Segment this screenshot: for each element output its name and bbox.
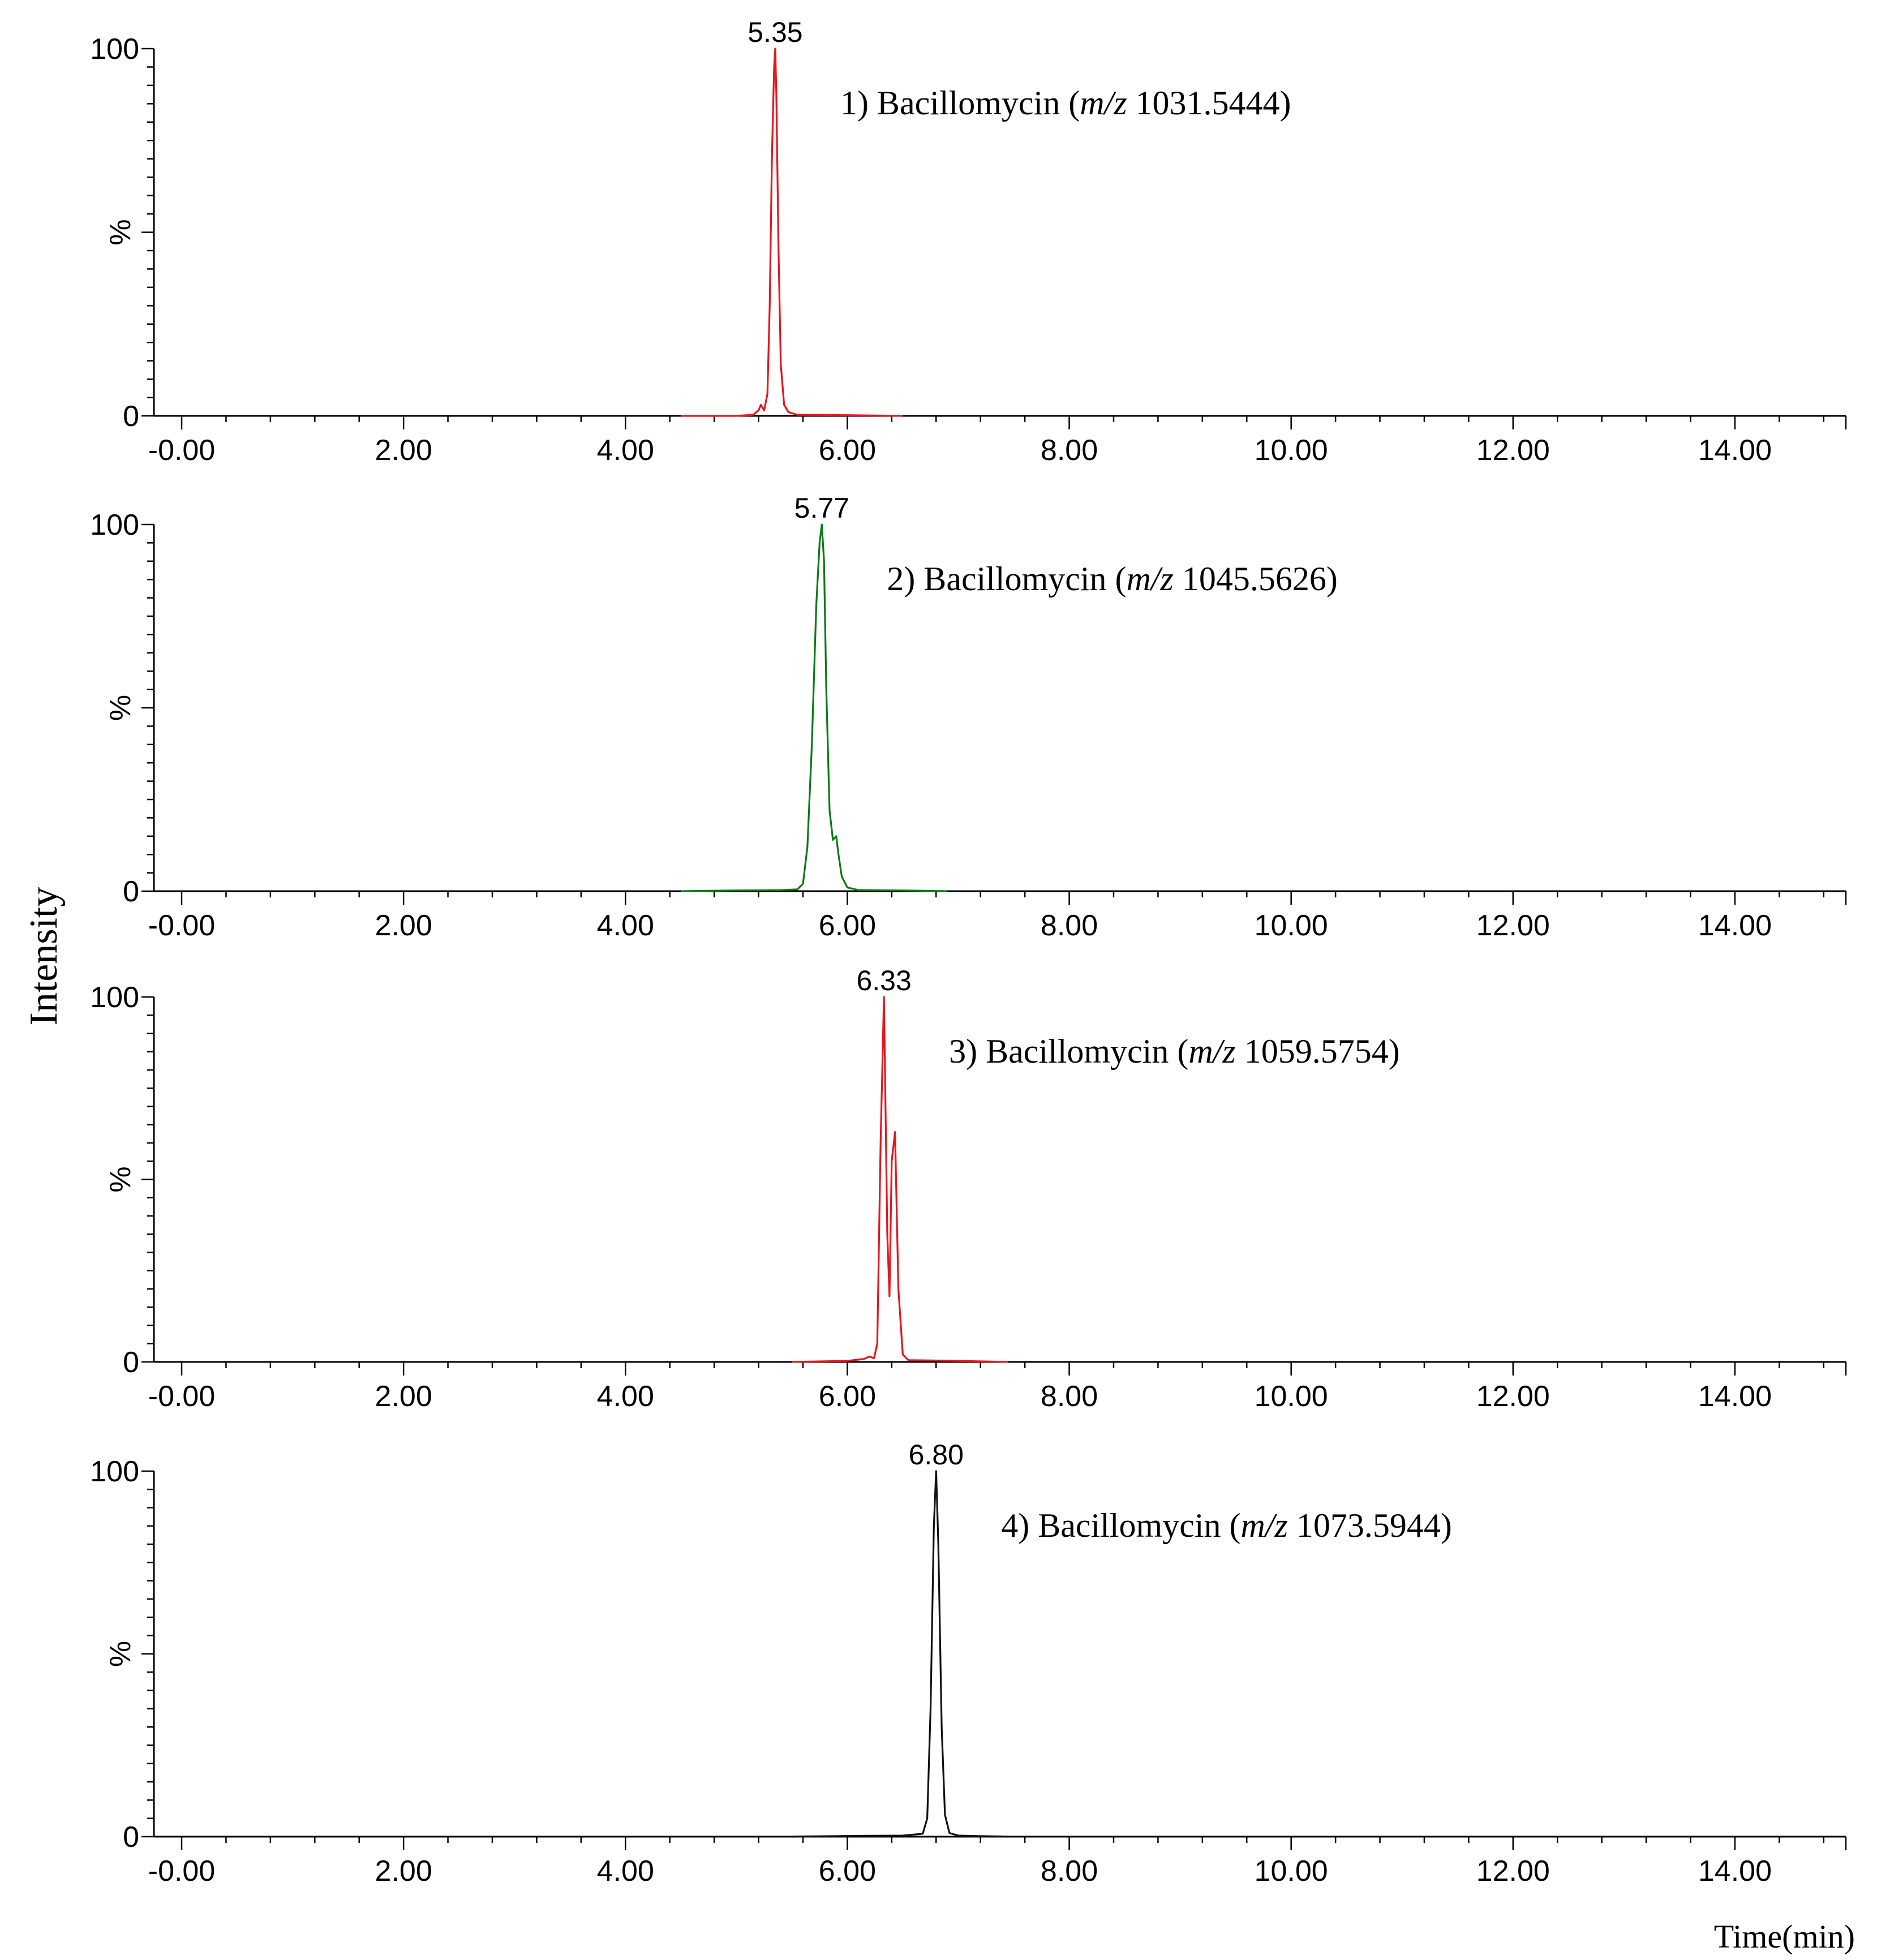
x-tick-label: 6.00 bbox=[819, 1380, 876, 1413]
chromatogram-trace bbox=[681, 523, 947, 892]
x-tick-label: 6.00 bbox=[819, 909, 876, 942]
x-tick-label: 6.00 bbox=[819, 1855, 876, 1888]
mz-symbol: m/z bbox=[1188, 1033, 1235, 1070]
x-tick-label: 10.00 bbox=[1255, 1380, 1328, 1413]
peak-label: 6.33 bbox=[856, 965, 911, 996]
mz-symbol: m/z bbox=[1127, 560, 1174, 598]
compound-name: 1) Bacillomycin ( bbox=[840, 84, 1080, 122]
chart-panel-1: 0% 100 -0.00 2.00 4.00 6.00 8.00 10.00 12.00 14.0… bbox=[90, 16, 1847, 467]
chart-panel-3: 0% 100 -0.00 2.00 4.00 6.00 8.00 10.00 12.00 14.0… bbox=[90, 965, 1847, 1413]
compound-name: 3) Bacillomycin ( bbox=[949, 1033, 1188, 1070]
x-tick-label: 12.00 bbox=[1476, 909, 1550, 942]
peak-label: 5.35 bbox=[748, 16, 802, 48]
y-tick-label: 100 bbox=[90, 33, 139, 66]
y-tick-label: 100 bbox=[90, 1455, 139, 1488]
x-tick-label: 14.00 bbox=[1698, 1380, 1772, 1413]
x-tick-label: 8.00 bbox=[1041, 1855, 1098, 1888]
x-tick-label: 10.00 bbox=[1255, 1855, 1328, 1888]
y-tick-label: 0 bbox=[123, 875, 139, 908]
x-tick-label: 10.00 bbox=[1255, 434, 1328, 467]
x-tick-label: -0.00 bbox=[148, 1855, 216, 1888]
mz-value: 1073.5944) bbox=[1288, 1507, 1452, 1544]
mz-value: 1045.5626) bbox=[1174, 560, 1338, 598]
compound-label: 4) Bacillomycin (m/z 1073.5944) bbox=[1001, 1507, 1452, 1544]
y-tick-label: % bbox=[104, 1166, 137, 1192]
chromatogram-panels: 0% 100 -0.00 2.00 4.00 6.00 8.00 10.00 12.00 14.0… bbox=[90, 16, 1847, 1888]
y-tick-label: 100 bbox=[90, 981, 139, 1014]
y-tick-label: % bbox=[104, 1641, 137, 1667]
y-tick-label: 0 bbox=[123, 400, 139, 433]
chromatogram-trace bbox=[681, 48, 903, 417]
x-tick-label: 8.00 bbox=[1041, 1380, 1098, 1413]
x-tick-label: 8.00 bbox=[1041, 434, 1098, 467]
y-tick-label: 0 bbox=[123, 1346, 139, 1379]
x-tick-label: 14.00 bbox=[1698, 1855, 1772, 1888]
chart-panel-4: 0% 100 -0.00 2.00 4.00 6.00 8.00 10.00 12.00 14.0… bbox=[90, 1439, 1847, 1888]
x-tick-label: 4.00 bbox=[597, 1380, 654, 1413]
mz-symbol: m/z bbox=[1080, 84, 1127, 122]
compound-label: 2) Bacillomycin (m/z 1045.5626) bbox=[887, 560, 1338, 598]
x-tick-label: 14.00 bbox=[1698, 434, 1772, 467]
x-tick-label: 12.00 bbox=[1476, 1855, 1550, 1888]
y-tick-label: % bbox=[104, 219, 137, 245]
mz-value: 1031.5444) bbox=[1127, 84, 1291, 122]
y-tick-label: % bbox=[104, 695, 137, 721]
compound-label: 3) Bacillomycin (m/z 1059.5754) bbox=[949, 1033, 1400, 1070]
x-tick-label: 2.00 bbox=[375, 1855, 432, 1888]
x-tick-label: -0.00 bbox=[148, 909, 216, 942]
x-tick-label: -0.00 bbox=[148, 1380, 216, 1413]
x-tick-label: -0.00 bbox=[148, 434, 216, 467]
y-tick-label: 0 bbox=[123, 1821, 139, 1854]
x-tick-label: 12.00 bbox=[1476, 1380, 1550, 1413]
y-axis-title: Intensity bbox=[22, 887, 66, 1026]
x-tick-label: 12.00 bbox=[1476, 434, 1550, 467]
chromatogram-trace bbox=[792, 996, 1008, 1363]
compound-label: 1) Bacillomycin (m/z 1031.5444) bbox=[840, 84, 1291, 122]
x-tick-label: 2.00 bbox=[375, 1380, 432, 1413]
x-axis-unit-label: Time(min) bbox=[1714, 1918, 1855, 1955]
x-tick-label: 14.00 bbox=[1698, 909, 1772, 942]
chart-panel-2: 0% 100 -0.00 2.00 4.00 6.00 8.00 10.00 12.00 14.0… bbox=[90, 492, 1847, 942]
x-tick-label: 4.00 bbox=[597, 909, 654, 942]
chromatogram-trace bbox=[792, 1470, 1008, 1838]
x-tick-label: 4.00 bbox=[597, 434, 654, 467]
mz-symbol: m/z bbox=[1240, 1507, 1287, 1544]
compound-name: 2) Bacillomycin ( bbox=[887, 560, 1126, 598]
x-tick-label: 4.00 bbox=[597, 1855, 654, 1888]
y-tick-label: 100 bbox=[90, 509, 139, 541]
x-tick-label: 6.00 bbox=[819, 434, 876, 467]
x-tick-label: 2.00 bbox=[375, 434, 432, 467]
peak-label: 5.77 bbox=[794, 492, 849, 524]
x-tick-label: 10.00 bbox=[1255, 909, 1328, 942]
x-tick-label: 2.00 bbox=[375, 909, 432, 942]
mz-value: 1059.5754) bbox=[1236, 1033, 1400, 1070]
peak-label: 6.80 bbox=[909, 1439, 964, 1471]
x-tick-label: 8.00 bbox=[1041, 909, 1098, 942]
compound-name: 4) Bacillomycin ( bbox=[1001, 1507, 1240, 1544]
